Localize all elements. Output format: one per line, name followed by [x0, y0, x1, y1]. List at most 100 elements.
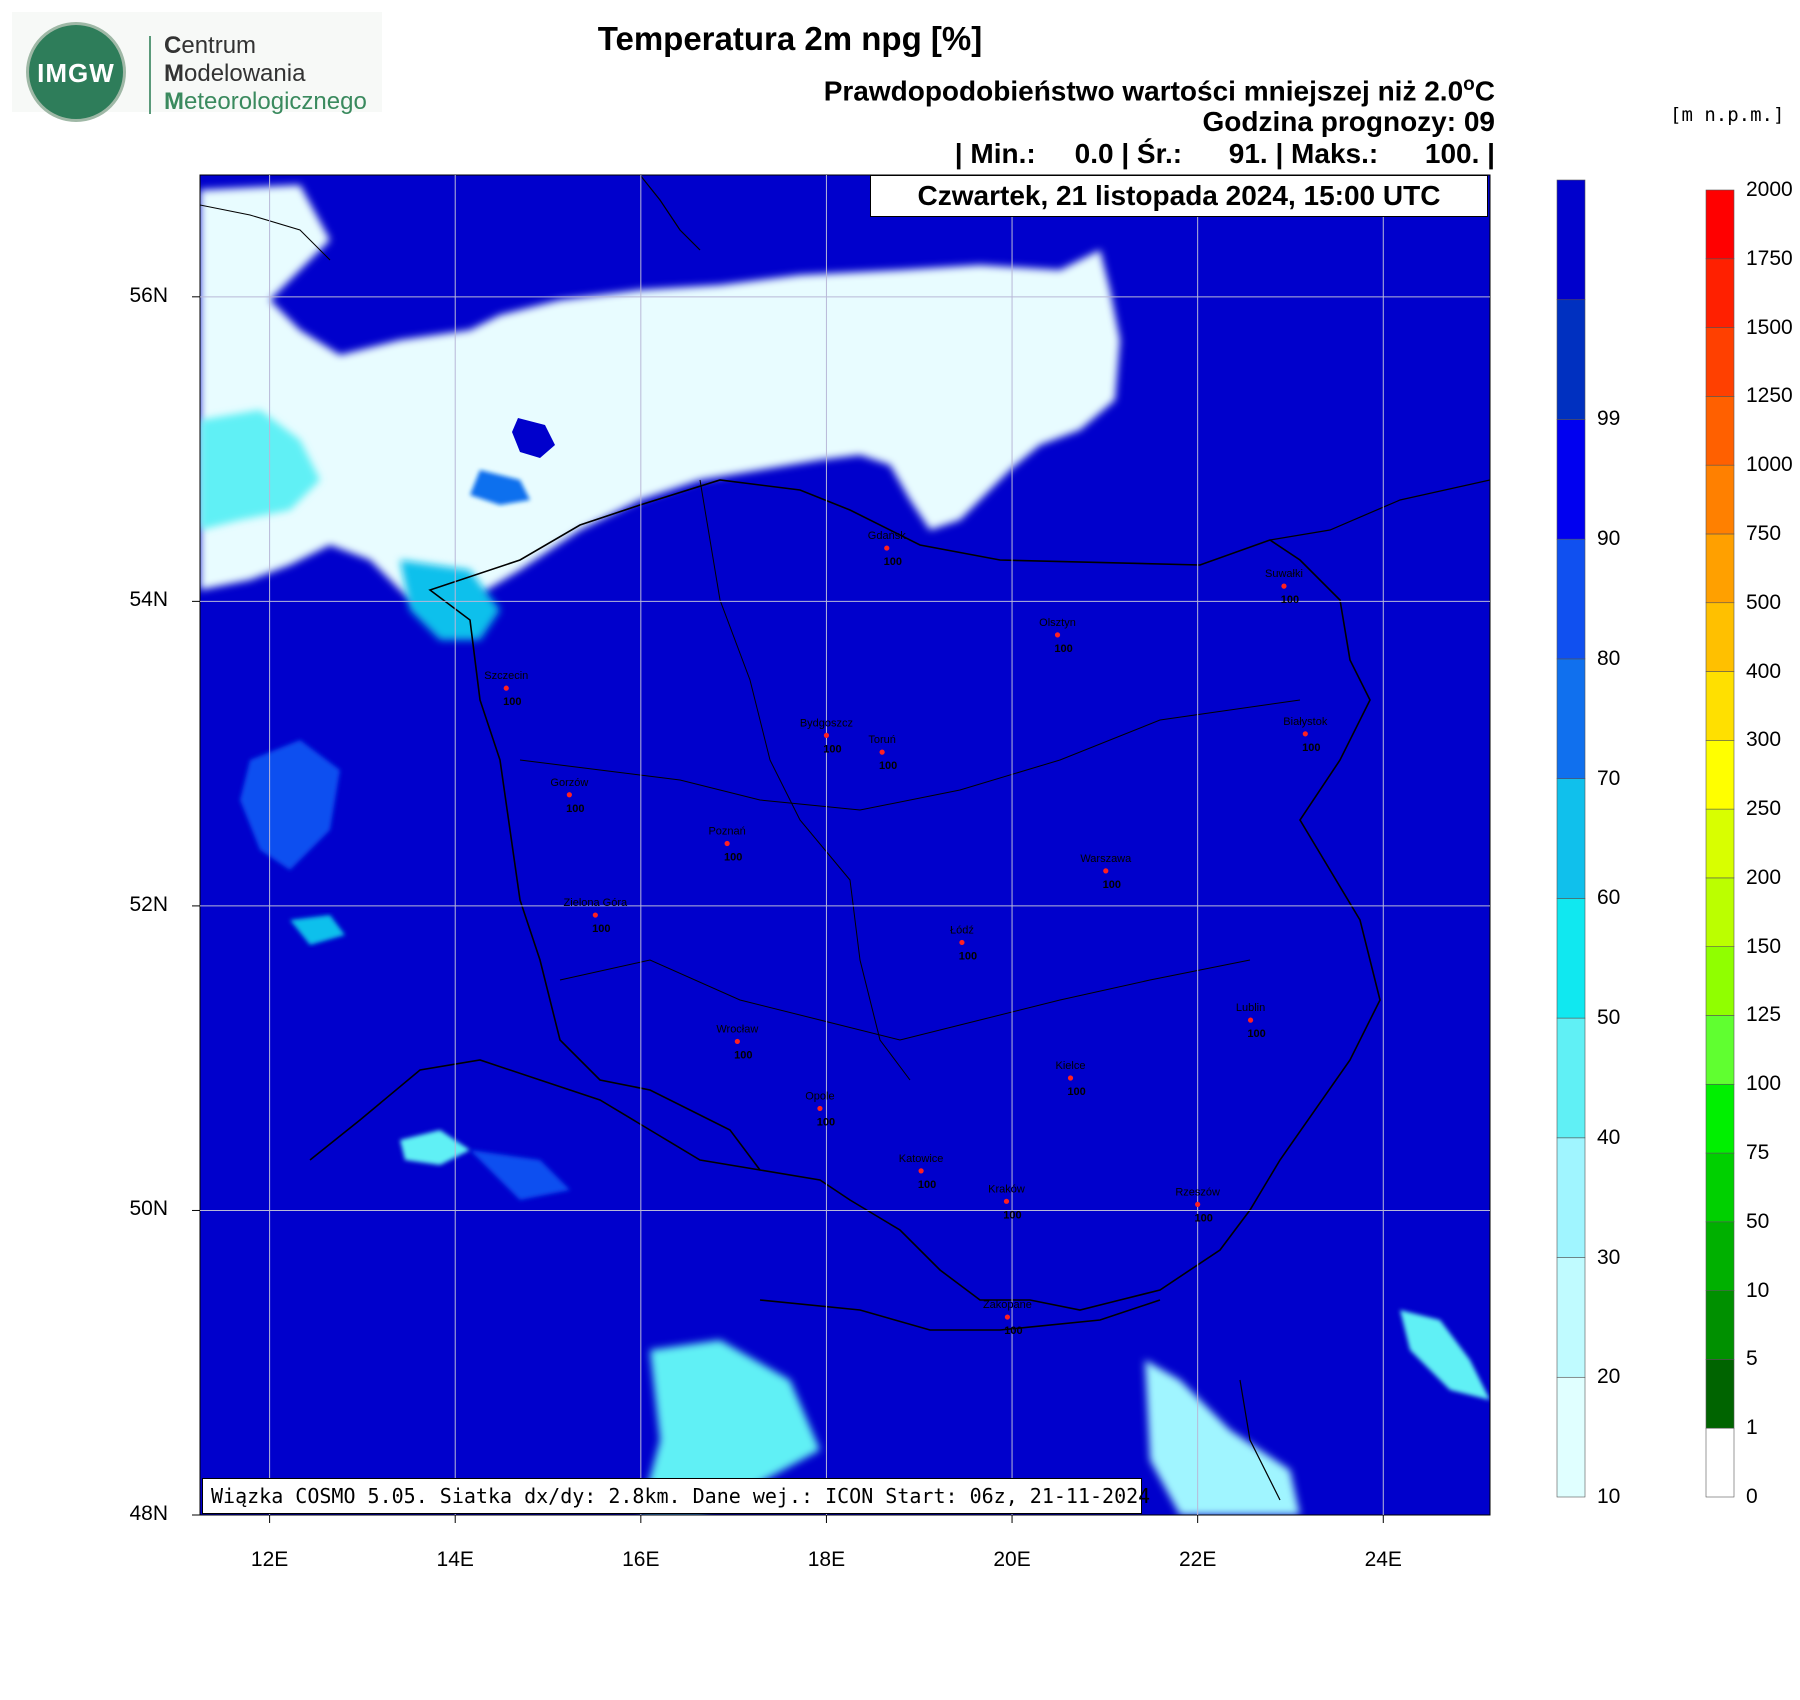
forecast-hour: Godzina prognozy: 09: [1202, 106, 1495, 137]
city-name: Białystok: [1283, 716, 1328, 728]
elev-colorbar-segment: [1705, 877, 1735, 947]
city-value: 100: [1003, 1209, 1021, 1221]
city-marker: [1003, 1198, 1010, 1204]
city-marker: [1054, 632, 1061, 638]
prob-colorbar-segment: [1556, 1017, 1586, 1139]
city-marker: [1247, 1017, 1254, 1023]
prob-colorbar-segment: [1556, 179, 1586, 301]
city-marker: [503, 685, 509, 691]
city-name: Lublin: [1236, 1002, 1265, 1014]
elev-colorbar-label: 1: [1746, 1416, 1758, 1440]
city-name: Bydgoszcz: [800, 717, 853, 729]
lon-label: 24E: [1364, 1548, 1402, 1571]
elev-colorbar-label: 500: [1746, 590, 1782, 614]
city-marker: [959, 939, 965, 946]
logo-line-meteorologicznego: Meteorologicznego: [164, 88, 367, 115]
elev-colorbar-label: 200: [1746, 865, 1782, 889]
city-marker: [1103, 868, 1109, 874]
city-marker: [1067, 1075, 1074, 1081]
elev-colorbar-label: 1500: [1746, 315, 1793, 339]
city-name: Suwałki: [1265, 568, 1303, 580]
city-marker: [724, 840, 730, 847]
elev-colorbar-label: 50: [1746, 1209, 1770, 1233]
city-value: 100: [503, 696, 521, 708]
city-value: 100: [1004, 1325, 1022, 1337]
prob-colorbar-segment: [1556, 778, 1586, 899]
city-name: Rzeszów: [1175, 1186, 1220, 1198]
prob-colorbar-segment: [1556, 1137, 1586, 1258]
elev-colorbar-segment: [1705, 327, 1735, 397]
city-value: 100: [1302, 742, 1320, 754]
city-value: 100: [566, 803, 584, 815]
elev-colorbar-segment: [1705, 1152, 1735, 1223]
city-name: Poznań: [708, 825, 745, 837]
elev-colorbar-segment: [1705, 808, 1735, 879]
city-name: Opole: [805, 1090, 834, 1102]
baltic-cyan-edge-2: [400, 560, 500, 640]
lon-label: 16E: [622, 1548, 660, 1571]
elev-colorbar-segment: [1705, 1427, 1735, 1498]
city-name: Warszawa: [1080, 853, 1132, 865]
city-marker: [1281, 583, 1287, 589]
city-name: Wrocław: [716, 1023, 758, 1035]
city-value: 100: [1067, 1086, 1085, 1098]
city-name: Szczecin: [484, 670, 528, 682]
prob-colorbar-segment: [1556, 1376, 1586, 1498]
lat-label: 56N: [129, 283, 168, 307]
city-marker: [1195, 1201, 1201, 1207]
logo-line-centrum: Centrum: [164, 32, 257, 59]
elev-colorbar-segment: [1705, 671, 1735, 741]
city-name: Łódź: [950, 924, 974, 936]
imgw-logo: IMGW Centrum Modelowania Meteorologiczne…: [12, 12, 382, 122]
slovakia-border: [759, 1299, 1161, 1331]
city-name: Katowice: [899, 1153, 944, 1165]
elev-colorbar-segment: [1705, 740, 1735, 810]
elev-colorbar-segment: [1705, 533, 1735, 604]
elev-colorbar-segment: [1705, 396, 1735, 466]
prob-colorbar-label: 80: [1597, 646, 1621, 670]
city-name: Gdańsk: [868, 530, 906, 542]
lat-label: 54N: [129, 588, 168, 612]
grid-lines: [200, 175, 1490, 1515]
elev-colorbar-segment: [1705, 1015, 1735, 1085]
czech-border: [309, 1059, 761, 1171]
city-marker: [918, 1168, 924, 1174]
elev-colorbar-segment: [1705, 1290, 1735, 1360]
internal-border-2: [519, 699, 1301, 811]
city-name: Toruń: [868, 734, 896, 746]
prob-colorbar-segment: [1556, 419, 1586, 540]
elev-colorbar-label: 100: [1746, 1072, 1782, 1096]
city-value: 100: [879, 760, 897, 772]
prob-colorbar-segment: [1556, 538, 1586, 660]
city-value: 100: [1247, 1028, 1265, 1040]
elev-colorbar-label: 300: [1746, 728, 1782, 752]
elev-colorbar-label: 75: [1746, 1141, 1770, 1165]
carpathian-patch-2: [1400, 1310, 1490, 1400]
prob-colorbar-label: 70: [1597, 766, 1621, 790]
prob-colorbar-label: 20: [1597, 1365, 1621, 1389]
map-title: Temperatura 2m npg [%]: [597, 20, 983, 57]
baltic-low-prob-region: [200, 185, 1120, 615]
elev-colorbar-segment: [1705, 464, 1735, 535]
city-value: 100: [959, 950, 977, 962]
elevation-colorbar: [1705, 189, 1735, 1498]
prob-colorbar-segment: [1556, 299, 1586, 420]
elevation-units: [m n.p.m.]: [1670, 104, 1785, 126]
elev-colorbar-segment: [1705, 189, 1735, 260]
danish-coast: [200, 204, 331, 261]
city-name: Zakopane: [983, 1299, 1032, 1311]
sweden-coast: [639, 175, 701, 251]
west-patch-3: [400, 1130, 470, 1165]
ukraine-border: [1239, 1379, 1281, 1501]
west-patch-2: [290, 915, 345, 945]
prob-colorbar-segment: [1556, 898, 1586, 1019]
elev-colorbar-label: 1750: [1746, 246, 1793, 270]
city-value: 100: [592, 923, 610, 935]
elev-colorbar-segment: [1705, 1359, 1735, 1429]
city-marker: [1302, 731, 1308, 737]
baltic-inner-blue: [470, 470, 530, 505]
prob-colorbar-label: 30: [1597, 1245, 1621, 1269]
imgw-badge: IMGW: [26, 22, 126, 122]
city-value: 100: [1281, 594, 1299, 606]
